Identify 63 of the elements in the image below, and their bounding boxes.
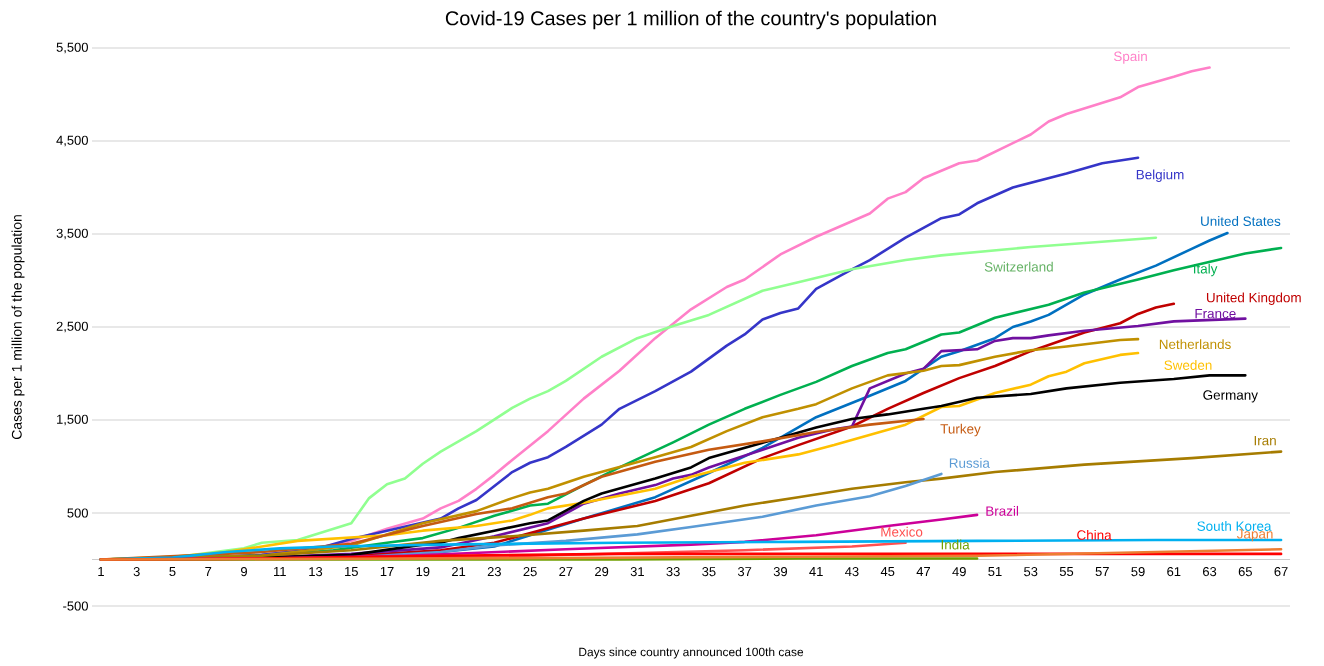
x-tick-label: 19 bbox=[416, 567, 430, 577]
series-label: India bbox=[941, 539, 970, 550]
x-tick-label: 41 bbox=[809, 567, 823, 576]
series-label: Russia bbox=[949, 457, 990, 468]
series-label: Italy bbox=[1193, 263, 1218, 277]
x-tick-label: 25 bbox=[523, 567, 537, 577]
text: United Kingdom bbox=[1206, 292, 1301, 306]
x-tick-label: 39 bbox=[773, 567, 788, 577]
y-axis-title: Cases per 1 million of the population bbox=[11, 215, 25, 440]
x-tick-label: 23 bbox=[487, 567, 501, 577]
x-tick-label: 9 bbox=[241, 567, 247, 577]
x-tick-label: 57 bbox=[1095, 567, 1109, 577]
series-label: Brazil bbox=[986, 505, 1019, 516]
x-tick-label: 43 bbox=[845, 567, 859, 577]
x-tick-label: 35 bbox=[702, 567, 716, 577]
x-tick-label: 17 bbox=[380, 567, 394, 576]
y-tick-label: 3,500 bbox=[56, 228, 88, 240]
series-label: Netherlands bbox=[1159, 339, 1231, 350]
series-label: Germany bbox=[1203, 390, 1258, 403]
x-tick-label: 59 bbox=[1131, 567, 1145, 577]
series-label: Turkey bbox=[940, 423, 981, 437]
x-tick-label: 55 bbox=[1059, 567, 1074, 577]
text: Sweden bbox=[1164, 360, 1212, 370]
x-tick-label: 51 bbox=[988, 567, 1002, 577]
x-tick-label: 21 bbox=[452, 567, 466, 577]
x-tick-label: 47 bbox=[916, 567, 930, 576]
x-axis-title: Days since country announced 100th case bbox=[579, 647, 804, 659]
series-label: Iran bbox=[1254, 435, 1276, 446]
series-label: Mexico bbox=[881, 526, 923, 537]
x-tick-label: 27 bbox=[559, 567, 573, 577]
x-tick-label: 3 bbox=[133, 567, 140, 577]
series-label: South Korea bbox=[1197, 521, 1272, 531]
x-tick-label: 33 bbox=[666, 567, 680, 577]
x-tick-label: 67 bbox=[1274, 567, 1288, 577]
x-tick-label: 37 bbox=[737, 567, 752, 577]
series-label: France bbox=[1195, 308, 1236, 319]
x-tick-label: 1 bbox=[98, 567, 104, 576]
x-tick-label: 13 bbox=[309, 567, 323, 577]
chart-title: Covid-19 Cases per 1 million of the country's population bbox=[445, 10, 936, 30]
x-tick-label: 15 bbox=[345, 567, 358, 577]
series-label: United States bbox=[1201, 216, 1281, 226]
series-label: China bbox=[1077, 529, 1112, 540]
x-tick-label: 53 bbox=[1024, 567, 1038, 577]
x-tick-label: 5 bbox=[169, 567, 176, 577]
x-tick-label: 7 bbox=[205, 567, 212, 576]
x-tick-label: 11 bbox=[274, 567, 286, 576]
series-label: Spain bbox=[1113, 51, 1147, 64]
y-tick-label: -500 bbox=[63, 601, 88, 611]
x-tick-label: 61 bbox=[1167, 567, 1181, 577]
series-label: Belgium bbox=[1136, 169, 1184, 182]
y-tick-label: 5,500 bbox=[56, 42, 88, 54]
y-tick-label: 1,500 bbox=[57, 414, 88, 426]
series-label: Switzerland bbox=[984, 261, 1053, 272]
y-tick-label: 4,500 bbox=[56, 135, 88, 147]
y-tick-label: 2,500 bbox=[56, 321, 88, 333]
x-tick-label: 31 bbox=[630, 567, 644, 577]
x-tick-label: 65 bbox=[1238, 567, 1252, 577]
x-tick-label: 63 bbox=[1203, 567, 1217, 577]
x-tick-label: 45 bbox=[880, 567, 895, 577]
series-label: Japan bbox=[1236, 529, 1273, 542]
x-tick-label: 29 bbox=[595, 567, 609, 577]
x-tick-label: 49 bbox=[952, 567, 966, 577]
y-tick-label: 500 bbox=[67, 508, 88, 518]
